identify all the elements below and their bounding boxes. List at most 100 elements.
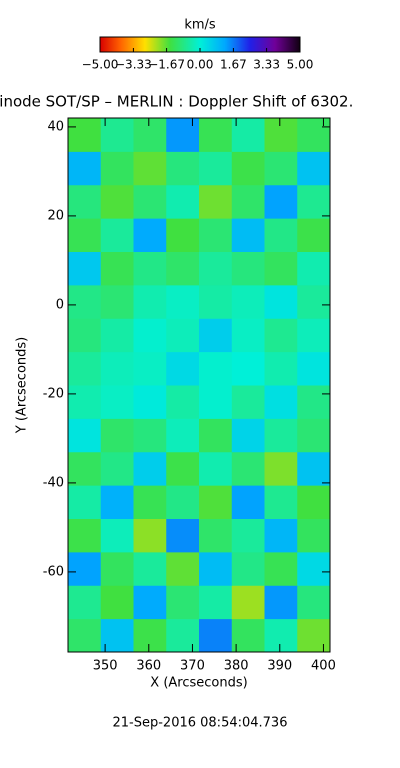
heatmap-cell: [166, 485, 200, 519]
y-tick-label: -20: [43, 386, 64, 401]
heatmap-cell: [133, 251, 167, 286]
heatmap-cell: [199, 551, 233, 586]
heatmap-cell: [133, 318, 167, 353]
heatmap-cell: [264, 151, 298, 186]
heatmap-cell: [68, 151, 102, 186]
heatmap-cell: [231, 218, 265, 252]
x-tick-label: 360: [136, 659, 161, 674]
heatmap-cell: [264, 184, 298, 219]
heatmap-cell: [231, 251, 265, 286]
heatmap-cell: [166, 418, 200, 453]
heatmap-cell: [297, 151, 331, 186]
heatmap-cell: [231, 418, 265, 453]
heatmap-cell: [68, 218, 102, 252]
heatmap-cell: [68, 184, 102, 219]
heatmap-cell: [100, 385, 134, 419]
heatmap-cell: [264, 218, 298, 252]
heatmap-cell: [297, 485, 331, 519]
heatmap-cell: [166, 218, 200, 252]
heatmap-cell: [68, 385, 102, 419]
heatmap-cell: [68, 618, 102, 653]
heatmap-cell: [100, 218, 134, 252]
heatmap-cell: [133, 351, 167, 386]
heatmap-cell: [297, 118, 331, 152]
heatmap-cell: [100, 184, 134, 219]
x-tick-label: 400: [311, 659, 336, 674]
heatmap-cell: [199, 118, 233, 152]
x-tick-label: 370: [180, 659, 205, 674]
heatmap-cell: [199, 518, 233, 553]
heatmap-cell: [199, 284, 233, 319]
heatmap-cell: [68, 251, 102, 286]
heatmap-cell: [231, 518, 265, 553]
heatmap-cell: [133, 485, 167, 519]
heatmap-cell: [68, 318, 102, 353]
heatmap-cell: [231, 551, 265, 586]
heatmap-cell: [133, 618, 167, 653]
heatmap-cell: [231, 618, 265, 653]
heatmap-cell: [297, 451, 331, 486]
heatmap-cell: [199, 385, 233, 419]
heatmap-cell: [199, 184, 233, 219]
heatmap-cell: [133, 518, 167, 553]
heatmap-cell: [100, 585, 134, 620]
x-tick-label: 390: [267, 659, 292, 674]
heatmap-cell: [166, 151, 200, 186]
heatmap-cell: [199, 151, 233, 186]
heatmap-cell: [231, 585, 265, 620]
heatmap-cell: [100, 351, 134, 386]
y-tick-label: -60: [43, 564, 64, 579]
heatmap-cell: [199, 318, 233, 353]
heatmap-cell: [68, 351, 102, 386]
heatmap-cell: [100, 251, 134, 286]
heatmap-cell: [133, 151, 167, 186]
heatmap-cell: [100, 518, 134, 553]
heatmap-cell: [68, 118, 102, 152]
heatmap-cell: [297, 318, 331, 353]
heatmap-cell: [264, 485, 298, 519]
heatmap-cell: [166, 351, 200, 386]
heatmap-cell: [297, 218, 331, 252]
heatmap-cell: [133, 118, 167, 152]
heatmap-cell: [297, 518, 331, 553]
heatmap-cell: [166, 251, 200, 286]
heatmap-cell: [133, 418, 167, 453]
plot-frame: [67, 117, 331, 653]
y-tick-label: -40: [43, 475, 64, 490]
heatmap-cell: [264, 518, 298, 553]
heatmap-cell: [231, 184, 265, 219]
heatmap-cell: [166, 284, 200, 319]
heatmap-cell: [166, 118, 200, 152]
footer-timestamp: 21-Sep-2016 08:54:04.736: [113, 716, 288, 731]
heatmap-cell: [231, 485, 265, 519]
heatmap-cell: [166, 318, 200, 353]
heatmap-cell: [100, 451, 134, 486]
heatmap-cell: [264, 451, 298, 486]
heatmap-cell: [264, 418, 298, 453]
heatmap-cell: [68, 485, 102, 519]
heatmap-cell: [166, 585, 200, 620]
x-tick-label: 380: [224, 659, 249, 674]
colorbar-tick-label: 1.67: [220, 58, 247, 72]
colorbar-tick-label: 3.33: [253, 58, 280, 72]
heatmap-cell: [231, 151, 265, 186]
heatmap-cell: [297, 585, 331, 620]
heatmap-cell: [297, 184, 331, 219]
heatmap-cell: [231, 284, 265, 319]
colorbar-tick-label: −5.00: [82, 58, 119, 72]
y-tick-label: 40: [47, 119, 64, 134]
heatmap-cell: [297, 284, 331, 319]
heatmap-cell: [231, 318, 265, 353]
colorbar-tick-label: 5.00: [287, 58, 314, 72]
heatmap-cell: [166, 451, 200, 486]
x-axis-label: X (Arcseconds): [150, 676, 247, 691]
heatmap-cell: [199, 351, 233, 386]
heatmap-cell: [68, 585, 102, 620]
heatmap-cell: [166, 618, 200, 653]
heatmap-cell: [133, 551, 167, 586]
heatmap-cell: [68, 451, 102, 486]
heatmap-cell: [166, 518, 200, 553]
heatmap-cell: [297, 618, 331, 653]
heatmap-cell: [199, 418, 233, 453]
